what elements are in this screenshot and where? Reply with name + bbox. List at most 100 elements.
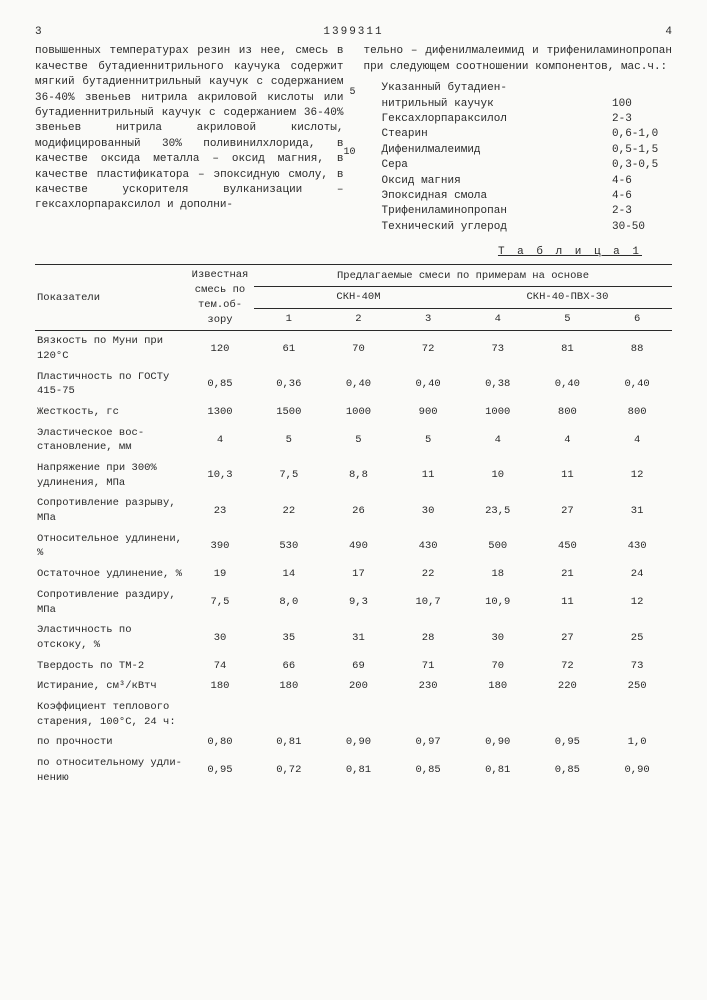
patent-number: 1399311 (323, 25, 383, 40)
table-row: Жесткость, гс1300150010009001000800800 (35, 402, 672, 423)
row-label: Пластичность по ГОСТу 415-75 (35, 367, 186, 402)
table-row: Эластичность по отскоку, %30353128302725 (35, 620, 672, 655)
component-row: нитрильный каучук100 (364, 97, 673, 112)
table-cell: 220 (533, 676, 603, 697)
table-cell: 430 (602, 529, 672, 564)
table-cell: 27 (533, 493, 603, 528)
table-head: Показатели Извест­ная смесь по тем.об­зо… (35, 265, 672, 331)
component-name: Указанный бутадиен- (382, 81, 507, 96)
component-name: Стеарин (382, 127, 428, 142)
table-cell: 69 (324, 656, 394, 677)
table-cell (186, 697, 254, 732)
table-cell: 4 (602, 423, 672, 458)
table-cell: 81 (533, 331, 603, 367)
table-cell: 0,90 (463, 732, 533, 753)
table-cell: 30 (463, 620, 533, 655)
table-cell: 9,3 (324, 585, 394, 620)
table-cell: 23,5 (463, 493, 533, 528)
row-label: по относи­тельному удли­нению (35, 753, 186, 788)
table-cell: 72 (393, 331, 463, 367)
table-cell: 180 (463, 676, 533, 697)
component-row: Оксид магния4-6 (364, 174, 673, 189)
table-row: Эластическое вос­становление, мм4555444 (35, 423, 672, 458)
table-cell: 27 (533, 620, 603, 655)
page-header: 3 1399311 4 (35, 25, 672, 40)
table-cell: 500 (463, 529, 533, 564)
table-cell: 10 (463, 458, 533, 493)
component-name: Трифениламинопропан (382, 204, 507, 219)
table-cell: 70 (324, 331, 394, 367)
table-cell: 25 (602, 620, 672, 655)
line-num-5: 5 (349, 86, 355, 100)
table-row: Относительное удлинени, %390530490430500… (35, 529, 672, 564)
table-row: Напряжение при 300% удлинения, МПа10,37,… (35, 458, 672, 493)
row-label: Относительное удлинени, % (35, 529, 186, 564)
table-cell: 0,81 (254, 732, 324, 753)
row-label: Коэффициент теп­лового старения, 100°С, … (35, 697, 186, 732)
component-value: 2-3 (612, 204, 672, 219)
table-cell: 35 (254, 620, 324, 655)
table-cell: 70 (463, 656, 533, 677)
table-cell: 180 (254, 676, 324, 697)
row-label: Вязкость по Муни при 120°С (35, 331, 186, 367)
table-cell: 28 (393, 620, 463, 655)
table-cell: 74 (186, 656, 254, 677)
table-cell: 1,0 (602, 732, 672, 753)
component-name: нитрильный каучук (382, 97, 494, 112)
table-cell: 0,90 (324, 732, 394, 753)
row-label: Твердость по ТМ-2 (35, 656, 186, 677)
page-left: 3 (35, 25, 42, 40)
page-right: 4 (665, 25, 672, 40)
table-row: Сопротивление разрыву, МПа2322263023,527… (35, 493, 672, 528)
component-value: 2-3 (612, 112, 672, 127)
table-cell: 0,85 (186, 367, 254, 402)
table-cell: 5 (393, 423, 463, 458)
table-cell: 22 (254, 493, 324, 528)
table-cell: 250 (602, 676, 672, 697)
component-value: 0,3-0,5 (612, 158, 672, 173)
table-cell: 430 (393, 529, 463, 564)
component-value: 30-50 (612, 220, 672, 235)
table-cell: 72 (533, 656, 603, 677)
table-cell (533, 697, 603, 732)
row-label: Сопротивление разрыву, МПа (35, 493, 186, 528)
hdr-proposed: Предлагаемые смеси по примерам на основе (254, 265, 672, 287)
component-name: Оксид магния (382, 174, 461, 189)
component-name: Гексахлорпараксилол (382, 112, 507, 127)
table-cell: 0,95 (186, 753, 254, 788)
table-cell: 7,5 (186, 585, 254, 620)
table-cell: 26 (324, 493, 394, 528)
table-cell: 4 (533, 423, 603, 458)
table-title: Т а б л и ц а 1 (35, 245, 642, 260)
table-cell: 11 (393, 458, 463, 493)
table-cell: 0,72 (254, 753, 324, 788)
table-cell: 390 (186, 529, 254, 564)
line-num-10: 10 (343, 146, 355, 160)
hdr-col-6: 6 (602, 309, 672, 331)
table-cell: 0,85 (533, 753, 603, 788)
table-cell: 4 (463, 423, 533, 458)
table-cell: 11 (533, 585, 603, 620)
table-cell: 88 (602, 331, 672, 367)
table-cell: 8,8 (324, 458, 394, 493)
table-cell: 1300 (186, 402, 254, 423)
table-cell: 0,40 (393, 367, 463, 402)
table-row: Пластичность по ГОСТу 415-750,850,36 0,40… (35, 367, 672, 402)
table-cell (254, 697, 324, 732)
table-cell: 0,36 (254, 367, 324, 402)
hdr-known: Извест­ная смесь по тем.об­зору (186, 265, 254, 331)
right-column: тельно – дифенилмалеимид и трифениламино… (364, 44, 673, 235)
table-row: по относи­тельному удли­нению0,950,72 0,8… (35, 753, 672, 788)
component-row: Указанный бутадиен- (364, 81, 673, 96)
row-label: Истирание, см³/кВтч (35, 676, 186, 697)
table-cell: 0,90 (602, 753, 672, 788)
table-row: Твердость по ТМ-274666971707273 (35, 656, 672, 677)
table-cell: 30 (186, 620, 254, 655)
component-name: Технический углерод (382, 220, 507, 235)
table-cell: 800 (602, 402, 672, 423)
hdr-skn40pvh: СКН-40-ПВХ-30 (463, 287, 672, 309)
table-cell: 180 (186, 676, 254, 697)
table-cell: 490 (324, 529, 394, 564)
hdr-col-3: 3 (393, 309, 463, 331)
table-cell: 18 (463, 564, 533, 585)
